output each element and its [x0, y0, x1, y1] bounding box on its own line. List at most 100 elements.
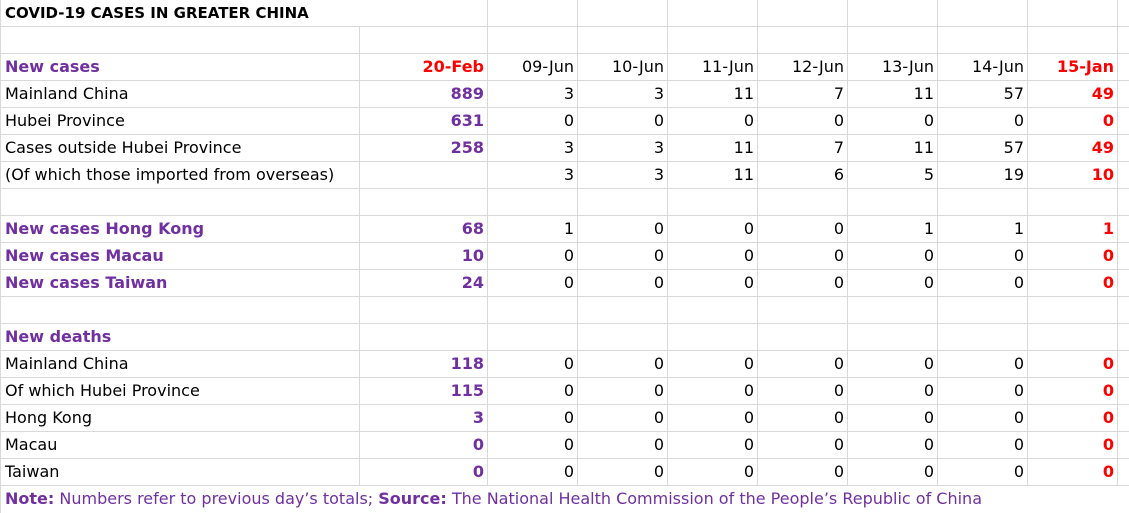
row-label[interactable]: New cases Macau	[0, 243, 360, 270]
empty-cell[interactable]	[938, 324, 1028, 351]
empty-cell[interactable]	[0, 297, 360, 324]
value-cell[interactable]: 0	[758, 378, 848, 405]
value-cell[interactable]: 1	[488, 216, 578, 243]
value-cell[interactable]: 0	[1028, 270, 1118, 297]
value-cell[interactable]: 0	[848, 459, 938, 486]
value-cell[interactable]: 7	[758, 81, 848, 108]
empty-cell[interactable]	[668, 297, 758, 324]
value-cell[interactable]: 0	[848, 432, 938, 459]
empty-cell[interactable]	[1028, 27, 1118, 54]
value-cell[interactable]: 19	[938, 162, 1028, 189]
value-cell[interactable]: 11	[668, 135, 758, 162]
empty-cell[interactable]	[0, 27, 360, 54]
empty-cell[interactable]	[488, 297, 578, 324]
empty-cell[interactable]	[1118, 432, 1129, 459]
value-cell[interactable]: 0	[488, 108, 578, 135]
value-cell[interactable]: 0	[488, 405, 578, 432]
empty-cell[interactable]	[1118, 162, 1129, 189]
value-cell[interactable]: 0	[668, 216, 758, 243]
empty-cell[interactable]	[1118, 216, 1129, 243]
date-header[interactable]: 13-Jun	[848, 54, 938, 81]
empty-cell[interactable]	[360, 189, 488, 216]
date-header[interactable]: 09-Jun	[488, 54, 578, 81]
value-cell[interactable]: 0	[938, 378, 1028, 405]
empty-cell[interactable]	[1118, 351, 1129, 378]
empty-cell[interactable]	[488, 189, 578, 216]
date-header[interactable]: 14-Jun	[938, 54, 1028, 81]
value-cell[interactable]: 0	[938, 459, 1028, 486]
value-cell[interactable]: 0	[578, 378, 668, 405]
empty-cell[interactable]	[1118, 297, 1129, 324]
value-cell[interactable]: 0	[488, 432, 578, 459]
value-cell[interactable]: 0	[578, 351, 668, 378]
row-label[interactable]: Hong Kong	[0, 405, 360, 432]
value-cell[interactable]: 0	[668, 243, 758, 270]
value-cell[interactable]: 0	[360, 459, 488, 486]
value-cell[interactable]: 0	[848, 108, 938, 135]
value-cell[interactable]: 11	[848, 81, 938, 108]
empty-cell[interactable]	[668, 189, 758, 216]
row-label[interactable]: Cases outside Hubei Province	[0, 135, 360, 162]
value-cell[interactable]: 0	[668, 270, 758, 297]
empty-cell[interactable]	[578, 189, 668, 216]
footer-note[interactable]: Note: Numbers refer to previous day’s to…	[5, 486, 982, 513]
empty-cell[interactable]	[848, 189, 938, 216]
value-cell[interactable]: 0	[668, 108, 758, 135]
empty-cell[interactable]	[1028, 297, 1118, 324]
value-cell[interactable]: 115	[360, 378, 488, 405]
row-label[interactable]: Mainland China	[0, 81, 360, 108]
value-cell[interactable]: 0	[758, 459, 848, 486]
empty-cell[interactable]	[1118, 405, 1129, 432]
value-cell[interactable]: 0	[578, 432, 668, 459]
row-label[interactable]: (Of which those imported from overseas)	[0, 162, 360, 189]
value-cell[interactable]: 0	[758, 243, 848, 270]
value-cell[interactable]: 57	[938, 81, 1028, 108]
empty-cell[interactable]	[938, 27, 1028, 54]
empty-cell[interactable]	[668, 324, 758, 351]
value-cell[interactable]: 889	[360, 81, 488, 108]
new-deaths-header[interactable]: New deaths	[0, 324, 360, 351]
value-cell[interactable]: 0	[488, 459, 578, 486]
value-cell[interactable]: 0	[578, 459, 668, 486]
empty-cell[interactable]	[1118, 0, 1129, 27]
value-cell[interactable]: 0	[668, 378, 758, 405]
value-cell[interactable]: 0	[938, 270, 1028, 297]
empty-cell[interactable]	[1028, 324, 1118, 351]
empty-cell[interactable]	[578, 297, 668, 324]
value-cell[interactable]: 0	[1028, 432, 1118, 459]
row-label[interactable]: Of which Hubei Province	[0, 378, 360, 405]
value-cell[interactable]: 10	[1028, 162, 1118, 189]
value-cell[interactable]: 3	[488, 81, 578, 108]
empty-cell[interactable]	[1118, 189, 1129, 216]
value-cell[interactable]: 3	[488, 162, 578, 189]
value-cell[interactable]: 0	[848, 378, 938, 405]
new-cases-header[interactable]: New cases	[0, 54, 360, 81]
value-cell[interactable]: 57	[938, 135, 1028, 162]
value-cell[interactable]: 10	[360, 243, 488, 270]
sheet-title[interactable]: COVID-19 CASES IN GREATER CHINA	[0, 0, 360, 27]
value-cell[interactable]: 0	[848, 351, 938, 378]
value-cell[interactable]: 0	[488, 270, 578, 297]
value-cell[interactable]: 0	[848, 405, 938, 432]
empty-cell[interactable]	[848, 324, 938, 351]
value-cell[interactable]: 0	[938, 351, 1028, 378]
value-cell[interactable]: 0	[668, 405, 758, 432]
empty-cell[interactable]	[668, 0, 758, 27]
value-cell[interactable]: 0	[578, 108, 668, 135]
empty-cell[interactable]	[578, 27, 668, 54]
value-cell[interactable]: 3	[488, 135, 578, 162]
empty-cell[interactable]	[360, 297, 488, 324]
empty-cell[interactable]	[578, 0, 668, 27]
empty-cell[interactable]	[668, 27, 758, 54]
date-header[interactable]: 20-Feb	[360, 54, 488, 81]
empty-cell[interactable]	[1028, 189, 1118, 216]
value-cell[interactable]: 3	[578, 162, 668, 189]
row-label[interactable]: Macau	[0, 432, 360, 459]
value-cell[interactable]: 0	[578, 405, 668, 432]
value-cell[interactable]: 3	[360, 405, 488, 432]
value-cell[interactable]: 0	[758, 216, 848, 243]
row-label[interactable]: New cases Hong Kong	[0, 216, 360, 243]
empty-cell[interactable]	[1118, 81, 1129, 108]
value-cell[interactable]: 1	[848, 216, 938, 243]
value-cell[interactable]	[360, 162, 488, 189]
